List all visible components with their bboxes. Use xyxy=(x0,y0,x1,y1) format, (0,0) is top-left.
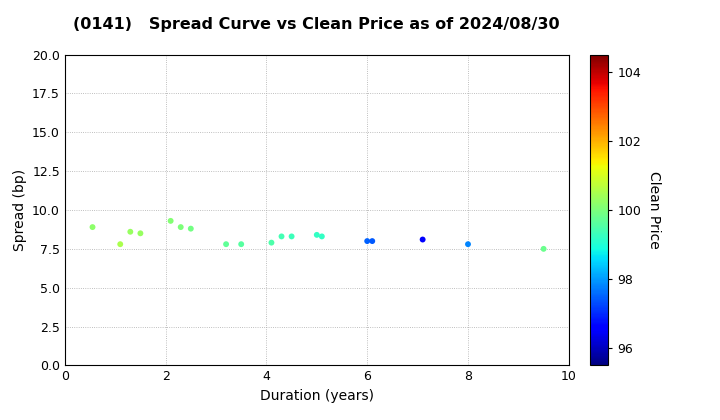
Point xyxy=(361,238,373,244)
Y-axis label: Clean Price: Clean Price xyxy=(647,171,661,249)
Point xyxy=(462,241,474,247)
Point xyxy=(276,233,287,240)
Point xyxy=(165,218,176,224)
Point xyxy=(538,245,549,252)
X-axis label: Duration (years): Duration (years) xyxy=(260,389,374,403)
Point xyxy=(185,225,197,232)
Point xyxy=(266,239,277,246)
Y-axis label: Spread (bp): Spread (bp) xyxy=(12,169,27,251)
Point xyxy=(366,238,378,244)
Text: (0141)   Spread Curve vs Clean Price as of 2024/08/30: (0141) Spread Curve vs Clean Price as of… xyxy=(73,17,560,32)
Point xyxy=(86,224,98,231)
Point xyxy=(175,224,186,231)
Point xyxy=(220,241,232,247)
Point xyxy=(135,230,146,236)
Point xyxy=(316,233,328,240)
Point xyxy=(286,233,297,240)
Point xyxy=(125,228,136,235)
Point xyxy=(114,241,126,247)
Point xyxy=(235,241,247,247)
Point xyxy=(311,231,323,238)
Point xyxy=(417,236,428,243)
